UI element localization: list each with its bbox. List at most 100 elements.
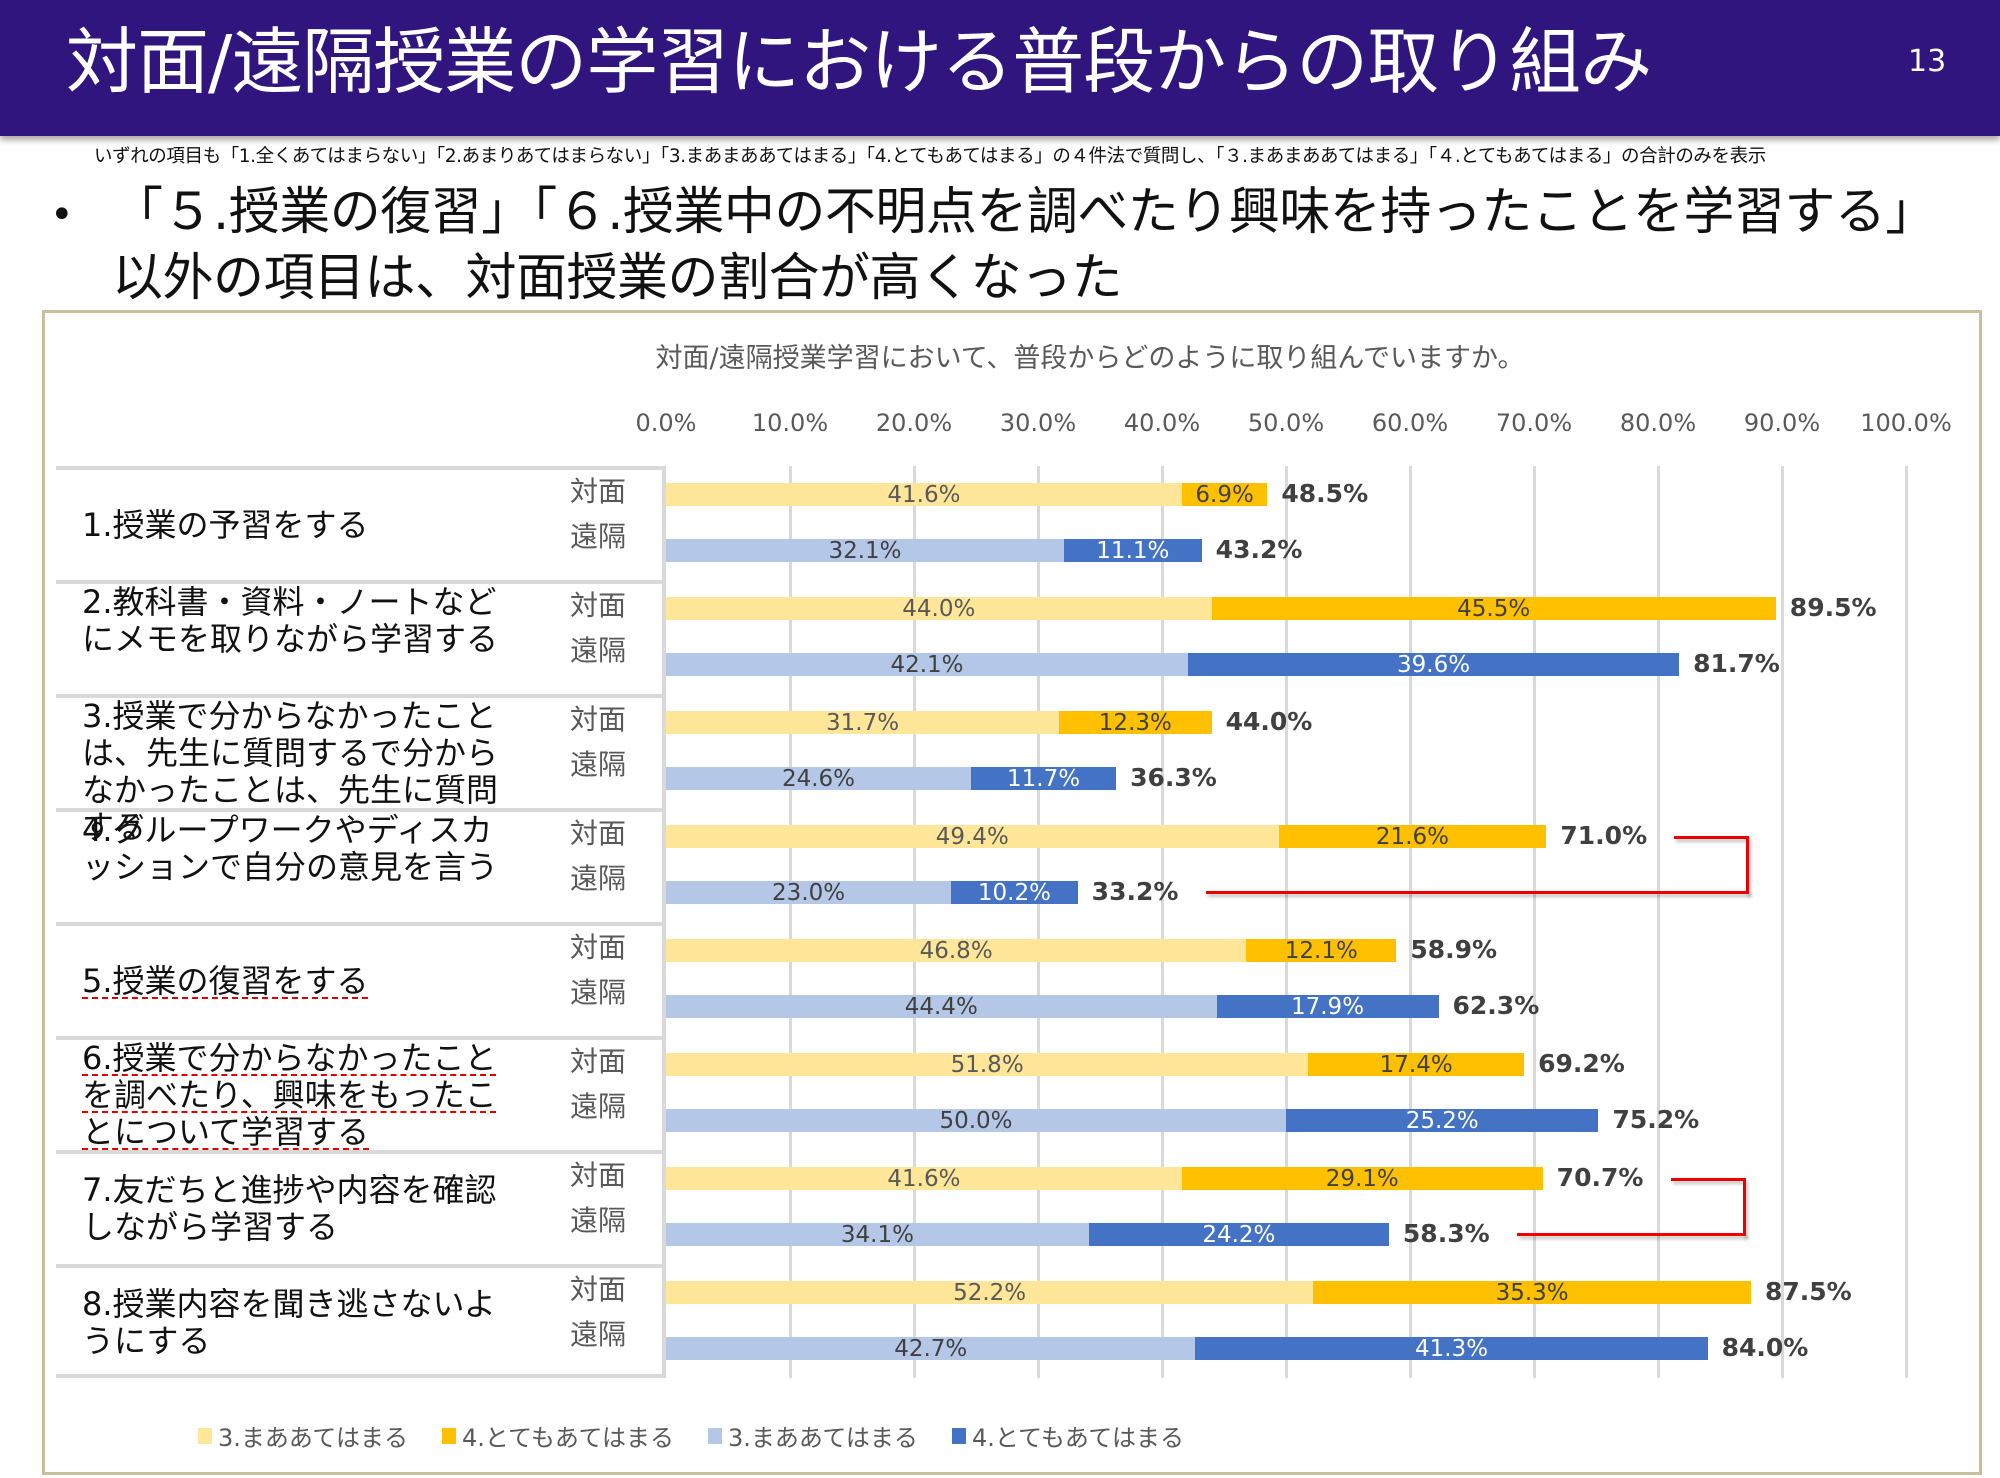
bar-enkaku-4: 10.2%	[951, 880, 1078, 906]
bar-enkaku-4: 24.2%	[1088, 1222, 1389, 1248]
category-row: 2.教科書・資料・ノートなどにメモを取りながら学習する 対面 遠隔	[56, 580, 664, 694]
mode-label-taimen: 対面	[570, 817, 627, 850]
gridline	[1161, 466, 1164, 1378]
bar-taimen-3: 31.7%	[666, 710, 1060, 736]
x-tick-label: 50.0%	[1247, 409, 1325, 437]
x-tick-label: 40.0%	[1123, 409, 1201, 437]
bar-enkaku-4: 17.9%	[1216, 994, 1439, 1020]
total-label-enkaku: 84.0%	[1721, 1333, 1809, 1362]
bar-enkaku-3: 24.6%	[666, 766, 972, 792]
x-tick-label: 80.0%	[1619, 409, 1697, 437]
bar-taimen-3: 44.0%	[666, 596, 1212, 622]
total-label-enkaku: 33.2%	[1091, 877, 1179, 906]
bar-taimen-3: 41.6%	[666, 1166, 1182, 1192]
highlight-bracket-top	[1670, 1178, 1743, 1181]
mode-label-enkaku: 遠隔	[570, 976, 627, 1009]
x-tick-label: 30.0%	[999, 409, 1077, 437]
total-label-enkaku: 81.7%	[1693, 649, 1780, 678]
highlight-bracket-vertical	[1746, 836, 1750, 894]
total-label-taimen: 69.2%	[1538, 1049, 1625, 1078]
bar-taimen-3: 49.4%	[666, 824, 1279, 850]
gridline	[1657, 466, 1660, 1378]
bar-enkaku-3: 50.0%	[666, 1108, 1286, 1134]
survey-note: いずれの項目も「1.全くあてはまらない」「2.あまりあてはまらない」「3.まあま…	[94, 146, 1766, 167]
x-tick-label: 10.0%	[751, 409, 829, 437]
highlight-bracket-top	[1674, 836, 1747, 839]
x-tick-label: 20.0%	[875, 409, 953, 437]
category-label: 6.授業で分からなかったことを調べたり、興味をもったことについて学習する	[82, 1038, 497, 1151]
category-label-column: 1.授業の予習をする 対面 遠隔 2.教科書・資料・ノートなどにメモを取りながら学習す…	[56, 466, 664, 1378]
total-label-taimen: 71.0%	[1560, 821, 1648, 850]
mode-label-enkaku: 遠隔	[570, 520, 627, 553]
category-label: 8.授業内容を聞き逃さないようにする	[82, 1285, 496, 1360]
total-label-enkaku: 58.3%	[1402, 1219, 1490, 1248]
legend-item: 3.まああてはまる	[707, 1418, 918, 1453]
label-column-divider	[662, 466, 666, 1378]
bullet-icon: •	[50, 192, 74, 238]
bar-taimen-4: 12.1%	[1246, 938, 1397, 964]
bar-taimen-3: 52.2%	[666, 1280, 1314, 1306]
category-label: 2.教科書・資料・ノートなどにメモを取りながら学習する	[82, 582, 499, 658]
bar-enkaku-3: 32.1%	[666, 538, 1065, 564]
highlight-bracket-vertical	[1742, 1178, 1746, 1236]
highlight-bracket-bottom	[1205, 891, 1750, 894]
legend-label: 4.とてもあてはまる	[461, 1424, 674, 1452]
legend-label: 3.まああてはまる	[218, 1424, 408, 1452]
gridline	[1533, 466, 1536, 1378]
category-label: 4.グループワークやディスカッションで自分の意見を言う	[82, 810, 499, 886]
category-label: 1.授業の予習をする	[82, 505, 369, 544]
legend-item: 4.とてもあてはまる	[951, 1418, 1184, 1453]
legend-swatch	[198, 1427, 212, 1444]
bar-taimen-4: 21.6%	[1278, 824, 1547, 850]
bar-taimen-4: 17.4%	[1308, 1052, 1525, 1078]
bar-taimen-4: 45.5%	[1211, 596, 1776, 622]
category-row: 3.授業で分からなかったことは、先生に質問するで分からなかったことは、先生に質問…	[56, 694, 664, 845]
mode-label-enkaku: 遠隔	[570, 748, 627, 781]
gridline	[1285, 466, 1288, 1378]
x-tick-label: 70.0%	[1495, 409, 1573, 437]
total-label-enkaku: 36.3%	[1130, 763, 1217, 792]
total-label-taimen: 48.5%	[1281, 479, 1369, 508]
gridline	[913, 466, 916, 1378]
bar-taimen-3: 41.6%	[666, 482, 1182, 508]
bar-enkaku-4: 11.7%	[971, 766, 1117, 792]
bar-enkaku-3: 44.4%	[666, 994, 1217, 1020]
mode-label-taimen: 対面	[570, 931, 627, 964]
total-label-enkaku: 62.3%	[1452, 991, 1540, 1020]
gridline	[1409, 466, 1412, 1378]
mode-label-taimen: 対面	[570, 589, 627, 622]
legend-item: 3.まああてはまる	[198, 1418, 408, 1453]
total-label-taimen: 44.0%	[1225, 707, 1313, 736]
mode-label-taimen: 対面	[570, 1045, 627, 1078]
x-tick-label: 100.0%	[1860, 409, 1952, 437]
category-row: 6.授業で分からなかったことを調べたり、興味をもったことについて学習する 対面遠隔	[56, 1036, 664, 1150]
bullet-text: 「５.授業の復習」「６.授業中の不明点を調べたり興味を持ったことを学習する」以外…	[112, 183, 1936, 308]
category-row: 4.グループワークやディスカッションで自分の意見を言う 対面遠隔	[56, 808, 664, 922]
total-label-taimen: 70.7%	[1556, 1163, 1644, 1192]
category-label: 3.授業で分からなかったことは、先生に質問するで分からなかったことは、先生に質問…	[82, 696, 499, 846]
category-row: 7.友だちと進捗や内容を確認しながら学習する 対面 遠隔	[56, 1150, 664, 1264]
mode-label-taimen: 対面	[570, 703, 627, 736]
gridline	[1037, 466, 1040, 1378]
bar-taimen-4: 35.3%	[1313, 1280, 1751, 1306]
total-label-taimen: 58.9%	[1410, 935, 1498, 964]
total-label-enkaku: 43.2%	[1215, 535, 1303, 564]
bar-taimen-4: 29.1%	[1181, 1166, 1543, 1192]
mode-label-enkaku: 遠隔	[570, 862, 627, 895]
gridline	[1905, 466, 1908, 1378]
bar-enkaku-4: 39.6%	[1188, 652, 1680, 678]
legend-item: 4.とてもあてはまる	[441, 1418, 674, 1453]
mode-label-enkaku: 遠隔	[570, 1090, 627, 1123]
bar-enkaku-3: 34.1%	[666, 1222, 1089, 1248]
total-label-taimen: 87.5%	[1765, 1277, 1852, 1306]
bar-taimen-4: 6.9%	[1181, 482, 1268, 508]
mode-label-enkaku: 遠隔	[570, 1204, 627, 1237]
total-label-taimen: 89.5%	[1789, 593, 1877, 622]
x-tick-label: 60.0%	[1371, 409, 1449, 437]
slide-title: 対面/遠隔授業の学習における普段からの取り組み	[66, 20, 1652, 104]
bar-enkaku-3: 42.1%	[666, 652, 1189, 678]
mode-label-enkaku: 遠隔	[570, 1318, 627, 1351]
chart-title: 対面/遠隔授業学習において、普段からどのように取り組んでいますか。	[655, 343, 1525, 374]
chart-legend: 3.まああてはまる 4.とてもあてはまる 3.まああてはまる 4.とてもあてはまる	[198, 1418, 1184, 1453]
bar-enkaku-4: 25.2%	[1286, 1108, 1599, 1134]
